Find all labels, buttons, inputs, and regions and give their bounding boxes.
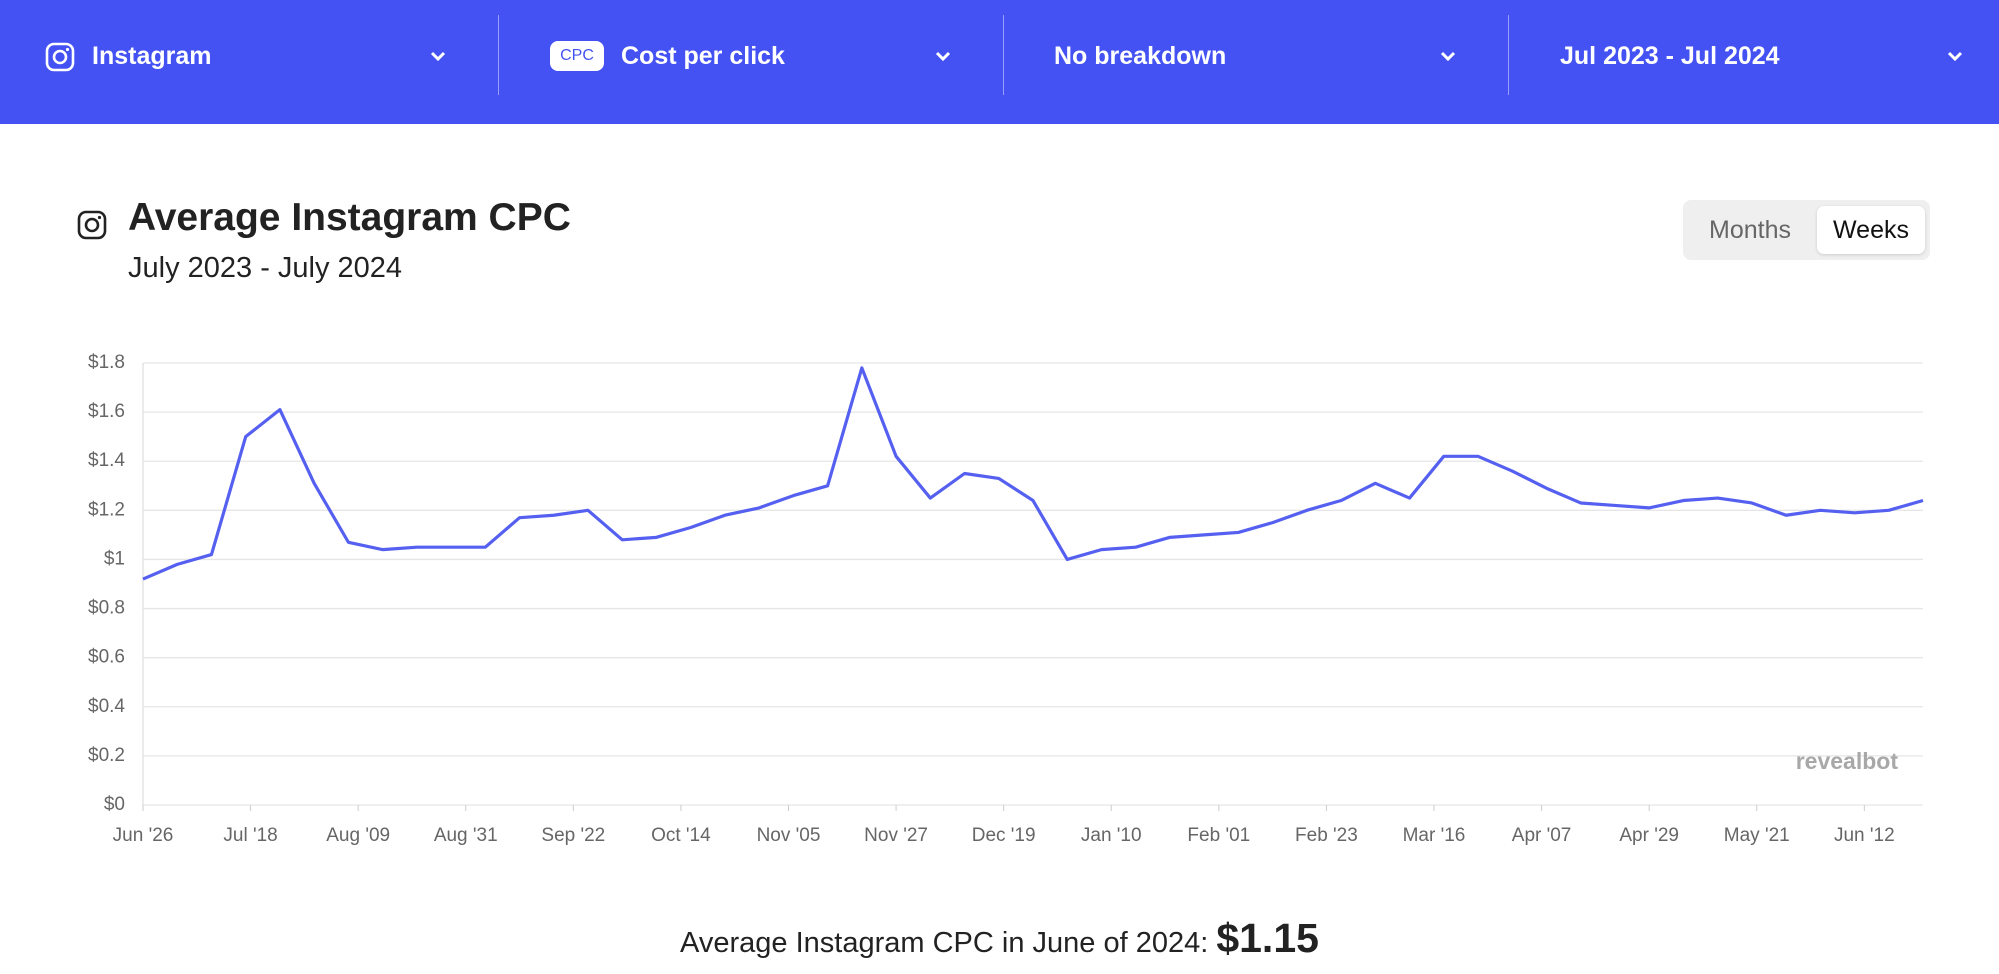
chevron <box>935 51 951 62</box>
footer-value: $1.15 <box>1216 915 1319 961</box>
metric-filter[interactable]: CPC Cost per click <box>529 0 999 124</box>
x-tick-label: Feb '23 <box>1295 825 1358 846</box>
y-tick-label: $1.4 <box>88 450 125 471</box>
x-tick-label: Apr '07 <box>1512 825 1572 846</box>
x-tick-label: Jun '12 <box>1834 825 1895 846</box>
filter-label: Jul 2023 - Jul 2024 <box>1560 42 1780 70</box>
y-tick-label: $0.8 <box>88 598 125 619</box>
y-tick-label: $0.6 <box>88 647 125 668</box>
period-toggle: Months Weeks <box>1683 200 1930 260</box>
instagram-icon <box>45 42 75 72</box>
filter-label: No breakdown <box>1054 42 1227 70</box>
series-line <box>142 366 1924 581</box>
chevron <box>430 51 446 62</box>
y-tick-label: $0.4 <box>88 696 125 717</box>
divider <box>498 15 499 95</box>
x-tick-label: Dec '19 <box>972 825 1036 846</box>
x-tick-label: Jul '18 <box>223 825 277 846</box>
x-tick-label: Sep '22 <box>541 825 605 846</box>
chevron <box>1947 51 1963 62</box>
x-tick-label: Feb '01 <box>1187 825 1250 846</box>
platform-filter[interactable]: Instagram <box>40 0 510 124</box>
x-tick-label: Oct '14 <box>651 825 711 846</box>
x-tick-label: Aug '09 <box>326 825 390 846</box>
chart-subtitle: July 2023 - July 2024 <box>128 252 403 284</box>
x-tick-label: Apr '29 <box>1619 825 1679 846</box>
y-tick-label: $1.6 <box>88 401 125 422</box>
toggle-option[interactable]: Weeks <box>1817 206 1925 254</box>
chevron <box>1440 51 1456 62</box>
divider <box>1508 15 1509 95</box>
y-tick-label: $1.2 <box>88 499 125 520</box>
metric-badge: CPC <box>550 41 604 71</box>
divider <box>1003 15 1004 95</box>
x-tick-label: Nov '05 <box>757 825 821 846</box>
x-tick-label: Jan '10 <box>1081 825 1142 846</box>
toggle-option[interactable]: Months <box>1709 216 1791 244</box>
footer-text: Average Instagram CPC in June of 2024: <box>680 927 1209 959</box>
x-tick-label: Aug '31 <box>434 825 498 846</box>
chart: $0 $0.2 $0.4 $0.6 $0.8 $1 $1.2 $1.4 $1.6 $1.8 Jun … <box>88 352 1924 846</box>
filter-label: Instagram <box>92 42 212 70</box>
footer: Average Instagram CPC in June of 2024: $… <box>0 915 1999 962</box>
y-tick-label: $1.8 <box>88 352 125 373</box>
x-tick-label: Mar '16 <box>1403 825 1466 846</box>
y-tick-label: $0.2 <box>88 745 125 766</box>
x-tick-label: Jun '26 <box>113 825 174 846</box>
instagram-icon <box>77 210 107 240</box>
x-tick-label: Nov '27 <box>864 825 928 846</box>
filter-label: Cost per click <box>621 42 785 70</box>
breakdown-filter[interactable]: No breakdown <box>1054 0 1524 124</box>
date-filter[interactable]: Jul 2023 - Jul 2024 <box>1560 0 1980 124</box>
y-tick-label: $1 <box>104 548 125 569</box>
chart-title: Average Instagram CPC <box>128 196 571 239</box>
watermark: revealbot <box>1796 748 1899 774</box>
x-tick-label: May '21 <box>1724 825 1790 846</box>
y-tick-label: $0 <box>104 794 125 815</box>
top-bar: Instagram CPC Cost per click No breakdow… <box>0 0 1999 124</box>
